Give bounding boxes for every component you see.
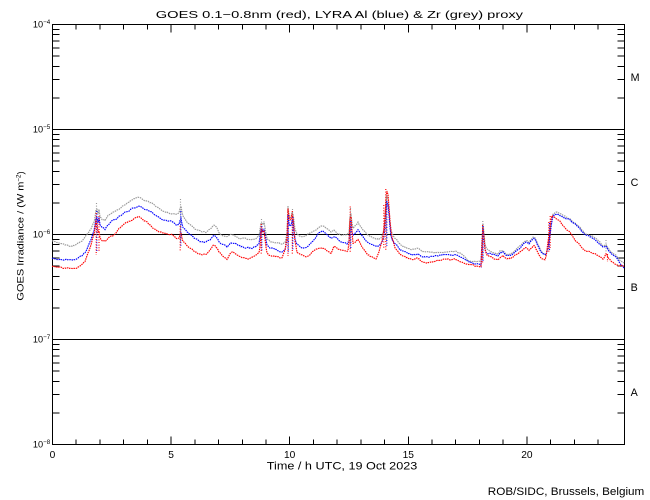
svg-text:10: 10 [284, 450, 296, 461]
svg-text:ROB/SIDC, Brussels, Belgium: ROB/SIDC, Brussels, Belgium [488, 486, 645, 498]
svg-text:10−6: 10−6 [33, 229, 51, 240]
svg-text:M: M [631, 72, 640, 84]
svg-text:GOES 0.1−0.8nm (red), LYRA Al: GOES 0.1−0.8nm (red), LYRA Al (blue) & Z… [156, 9, 524, 21]
svg-text:A: A [631, 387, 639, 399]
svg-text:5: 5 [168, 450, 174, 461]
svg-text:C: C [631, 177, 639, 189]
svg-text:GOES Irradiance / (W m−2): GOES Irradiance / (W m−2) [16, 171, 26, 300]
svg-text:B: B [631, 282, 638, 294]
svg-text:0: 0 [50, 450, 56, 461]
svg-text:15: 15 [403, 450, 415, 461]
svg-text:20: 20 [521, 450, 533, 461]
svg-text:10−8: 10−8 [33, 439, 51, 450]
svg-text:10−5: 10−5 [33, 124, 51, 135]
svg-text:Time / h UTC, 19 Oct 2023: Time / h UTC, 19 Oct 2023 [267, 460, 418, 472]
svg-text:10−4: 10−4 [33, 19, 51, 30]
svg-text:10−7: 10−7 [33, 334, 51, 345]
